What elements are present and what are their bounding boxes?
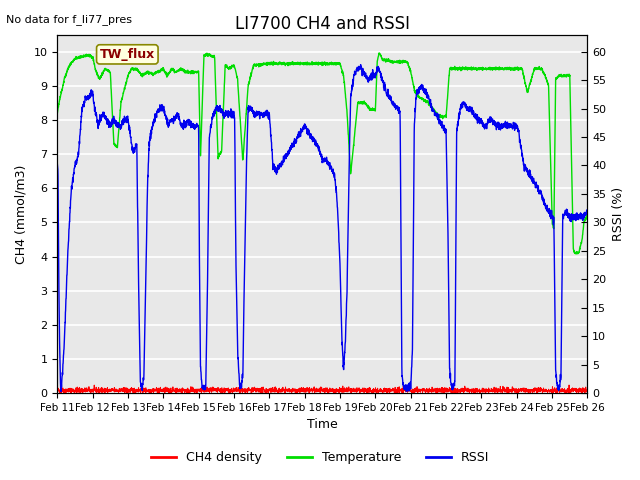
Text: No data for f_li77_pres: No data for f_li77_pres (6, 14, 132, 25)
X-axis label: Time: Time (307, 419, 338, 432)
Y-axis label: CH4 (mmol/m3): CH4 (mmol/m3) (15, 164, 28, 264)
Y-axis label: RSSI (%): RSSI (%) (612, 187, 625, 241)
Text: TW_flux: TW_flux (100, 48, 155, 61)
Legend: CH4 density, Temperature, RSSI: CH4 density, Temperature, RSSI (146, 446, 494, 469)
Title: LI7700 CH4 and RSSI: LI7700 CH4 and RSSI (235, 15, 410, 33)
